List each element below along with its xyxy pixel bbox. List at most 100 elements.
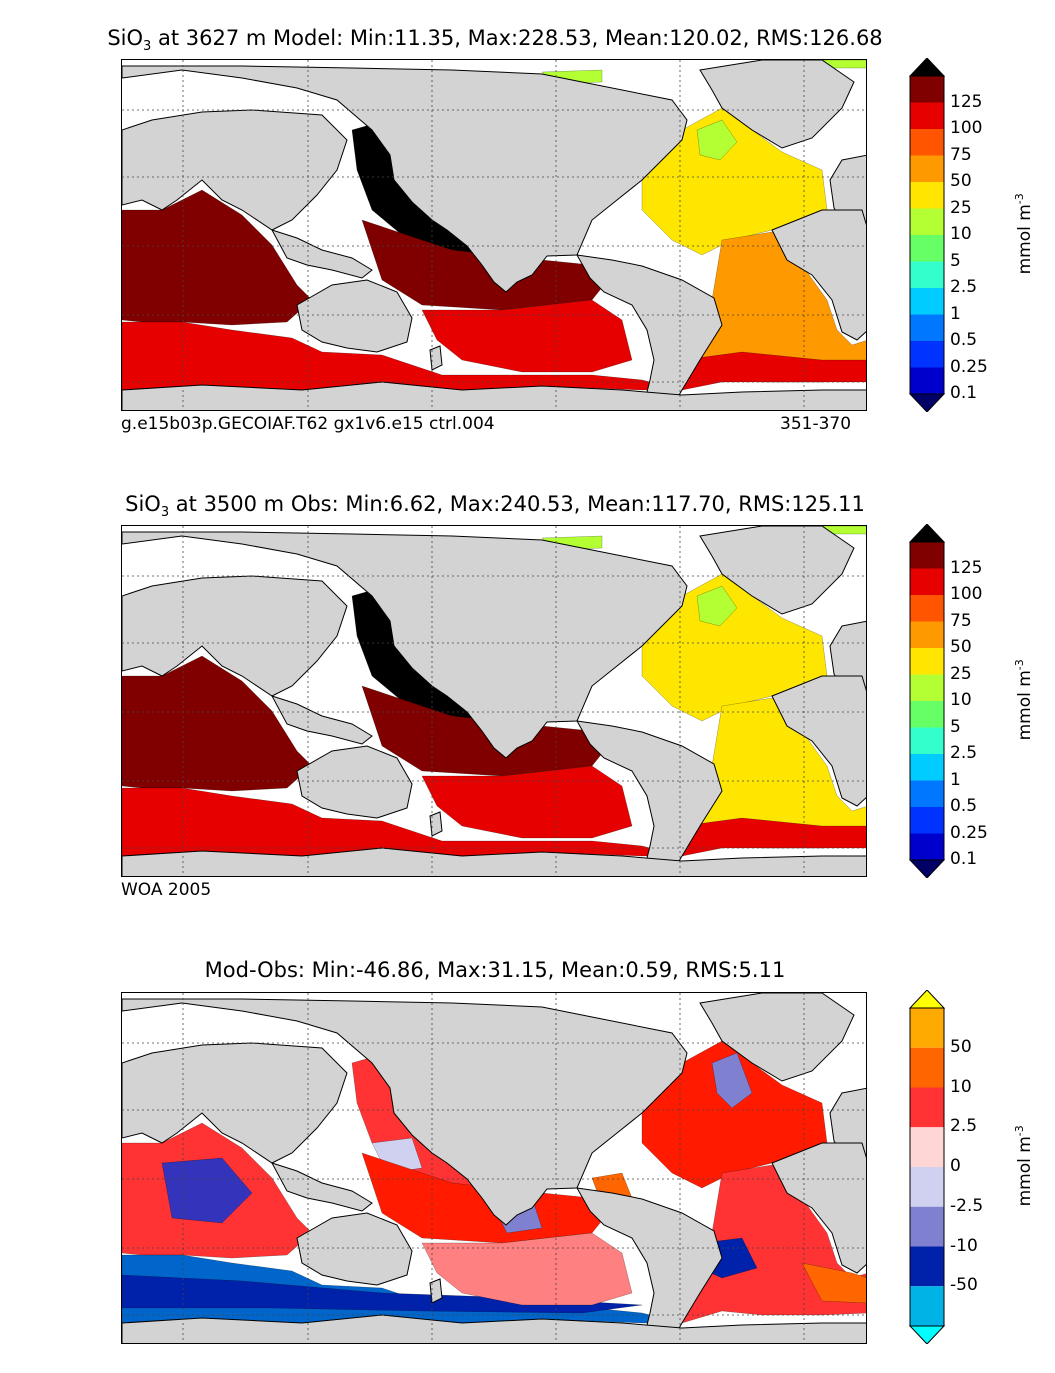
panel-1-colorbar-box-6	[910, 208, 944, 235]
panel-2-colorbar-box-3	[910, 595, 944, 622]
land-australia	[296, 1212, 413, 1286]
panel-1-colorbar-over	[908, 58, 946, 77]
panel-3-colorbar-tick: -10	[950, 1235, 978, 1256]
field-south-pacific	[421, 1232, 633, 1306]
panel-2-colorbar-tick: 0.25	[950, 822, 988, 843]
panel-2-colorbar-tick: 0.1	[950, 849, 978, 869]
panel-2-colorbar-box-4	[910, 621, 944, 648]
field-south-atlantic-deep	[681, 817, 866, 857]
panel-1-colorbar-under	[908, 393, 946, 412]
panel-1-colorbar-box-3	[910, 129, 944, 156]
panel-1-colorbar-tick: 25	[950, 197, 972, 218]
panel-3-colorbar-tick: -2.5	[950, 1195, 984, 1216]
land-north-america	[122, 531, 688, 759]
panel-2-colorbar-tick: 25	[950, 663, 972, 684]
panel-1-colorbar-tick: 125	[950, 91, 983, 112]
panel-1-colorbar-tick: 10	[950, 224, 972, 244]
panel-1-colorbar-box-4	[910, 155, 944, 182]
panel-1-colorbar-tick: 0.5	[950, 330, 978, 350]
panel-1-colorbar-box-12	[910, 367, 944, 394]
panel-3-colorbar-svg	[908, 990, 946, 1344]
panel-3-colorbar-tick: 2.5	[950, 1116, 978, 1137]
panel-1-land	[122, 60, 866, 410]
field-south-pacific	[421, 765, 633, 839]
panel-3-title: Mod-Obs: Min:-46.86, Max:31.15, Mean:0.5…	[204, 958, 786, 982]
land-antarctica	[122, 381, 866, 410]
panel-2-map-svg	[122, 526, 866, 876]
panel-3-colorbar-box-8	[910, 1286, 944, 1326]
panel-1-colorbar-box-10	[910, 314, 944, 341]
panel-3-colorbar-box-7	[910, 1246, 944, 1287]
land-new-zealand	[429, 345, 443, 371]
panel-3-colorbar-under	[908, 1325, 946, 1344]
land-new-zealand	[429, 1278, 443, 1304]
panel-2-colorbar-tick: 0.5	[950, 796, 978, 816]
land-greenland	[699, 60, 855, 149]
field-indian-ocean-neg	[161, 1157, 253, 1224]
land-se-asia	[270, 229, 373, 279]
land-south-america	[576, 1187, 723, 1343]
panel-2-colorbar-under	[908, 859, 946, 878]
panel-2-colorbar-tick: 1	[950, 769, 961, 790]
panel-1-colorbar-tick: 75	[950, 144, 972, 165]
land-antarctica	[122, 1314, 866, 1343]
panel-2-colorbar-tick: 75	[950, 610, 972, 631]
panel-2-caption-left: WOA 2005	[121, 880, 212, 900]
panel-1-colorbar-box-9	[910, 288, 944, 315]
panel-3-colorbar-box-5	[910, 1167, 944, 1207]
land-new-zealand	[429, 811, 443, 837]
panel-2-colorbar-tick: 10	[950, 690, 972, 710]
panel-3-map	[121, 992, 867, 1344]
panel-3-colorbar-unit: mmol m-3	[1013, 1125, 1035, 1207]
panel-1-caption-right: 351-370	[780, 414, 852, 434]
panel-1-colorbar-box-2	[910, 102, 944, 129]
panel-3-colorbar-box-3	[910, 1087, 944, 1128]
land-north-america	[122, 998, 688, 1226]
panel-1-colorbar: 125 100 75 50 25 10 5 2.5 1 0.5 0.25 0.1 mmol m-3	[908, 58, 1048, 412]
field-labrador-sea	[696, 585, 738, 627]
panel-3-colorbar-box-4	[910, 1127, 944, 1167]
land-south-america	[576, 720, 723, 876]
panel-2-colorbar-box-1	[910, 542, 944, 569]
panel-1-title: SiO3 at 3627 m Model: Min:11.35, Max:228…	[107, 26, 883, 55]
panel-2-colorbar-unit: mmol m-3	[1013, 659, 1035, 741]
panel-1-colorbar-box-1	[910, 76, 944, 103]
panel-3-map-svg	[122, 993, 866, 1343]
panel-1-colorbar-tick: 0.1	[950, 383, 978, 403]
field-south-atlantic-orange	[801, 1262, 866, 1304]
panel-2-colorbar-svg	[908, 524, 946, 878]
panel-1-colorbar-tick: 1	[950, 303, 961, 324]
panel-2-colorbar-tick: 125	[950, 557, 983, 578]
panel-1-colorbar-tick: 5	[950, 250, 961, 271]
panel-2-colorbar-box-12	[910, 833, 944, 860]
panel-3-colorbar-box-1	[910, 1008, 944, 1048]
field-south-atlantic-deep	[681, 351, 866, 391]
panel-2-colorbar-tick: 50	[950, 637, 972, 657]
panel-1-colorbar-box-8	[910, 261, 944, 288]
panel-1-colorbar-svg	[908, 58, 946, 412]
panel-2-graticule	[122, 526, 866, 876]
panel-2-colorbar-box-10	[910, 780, 944, 807]
field-north-atlantic-neg	[711, 1052, 753, 1109]
land-south-america	[576, 254, 723, 410]
panel-2-colorbar-tick: 100	[950, 584, 983, 604]
land-greenland	[699, 526, 855, 615]
land-antarctica	[122, 847, 866, 876]
panel-1-map-svg	[122, 60, 866, 410]
land-greenland	[699, 993, 855, 1082]
panel-2-colorbar-over	[908, 524, 946, 543]
panel-2-land	[122, 526, 866, 876]
panel-1-colorbar-unit: mmol m-3	[1013, 193, 1035, 275]
panel-3-colorbar-box-2	[910, 1047, 944, 1088]
land-north-america	[122, 65, 688, 293]
panel-2-colorbar-box-2	[910, 568, 944, 595]
panel-3-colorbar-over	[908, 990, 946, 1009]
panel-2-colorbar-box-11	[910, 807, 944, 834]
panel-1-colorbar-box-7	[910, 235, 944, 262]
field-southern-ocean-core	[122, 1274, 643, 1314]
panel-2-colorbar-box-9	[910, 754, 944, 781]
panel-1-colorbar-tick: 0.25	[950, 356, 988, 377]
panel-3-graticule	[122, 993, 866, 1343]
panel-2-colorbar-box-7	[910, 701, 944, 728]
field-south-pacific	[421, 299, 633, 373]
